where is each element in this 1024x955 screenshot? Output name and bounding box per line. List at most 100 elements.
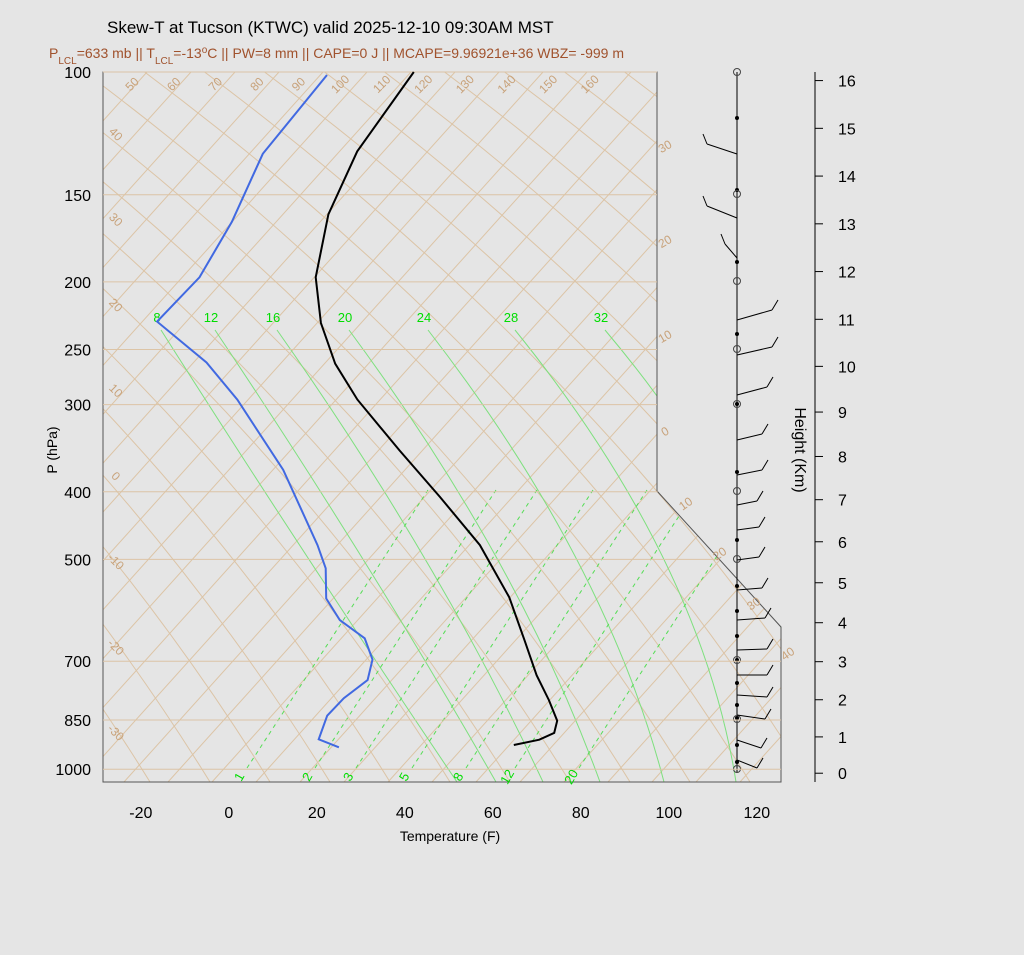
y2-tick-label: 13 (838, 217, 856, 234)
dry-adiabat (930, 32, 1024, 782)
y-tick-label: 200 (64, 275, 91, 292)
y2-tick-label: 9 (838, 405, 847, 422)
mixing-ratio-label: 12 (497, 767, 517, 787)
dry-adiabat (103, 72, 391, 782)
y2-tick-label: 5 (838, 576, 847, 593)
barb-feather (766, 376, 774, 388)
background-line-label: 140 (495, 72, 519, 96)
background-line-label: 0 (109, 469, 124, 484)
x-tick-label: 0 (224, 805, 233, 822)
barb-dot (735, 743, 739, 747)
barb-shaft (736, 694, 768, 698)
background-line-label: 130 (453, 72, 477, 96)
isotherm (103, 72, 493, 782)
barb-shaft (736, 648, 768, 651)
barb-circle (733, 400, 741, 408)
isotherm (103, 72, 273, 782)
background-line-label: 10 (106, 381, 126, 401)
barb-dot (735, 681, 739, 685)
x-tick-label: 100 (655, 805, 682, 822)
y2-tick-label: 3 (838, 655, 847, 672)
y2-tick-label: 2 (838, 693, 847, 710)
dry-adiabat (629, 72, 781, 782)
barb-feather (766, 686, 774, 698)
chart-subtitle: PLCL=633 mb || TLCL=-13oC || PW=8 mm || … (49, 45, 624, 67)
y2-tick-label: 12 (838, 265, 856, 282)
dry-adiabat (689, 72, 781, 782)
subtitle-part: o (202, 45, 208, 56)
isotherm (167, 72, 781, 782)
barb-shaft (736, 469, 763, 476)
moist-adiabat-label: 24 (417, 310, 431, 325)
moist-adiabat (514, 329, 737, 782)
barb-shaft (736, 386, 768, 396)
chart-title: Skew-T at Tucson (KTWC) valid 2025-12-10… (107, 18, 554, 37)
x-tick-label: 80 (572, 805, 590, 822)
y2-tick-label: 8 (838, 449, 847, 466)
wind-barbs (702, 68, 779, 773)
x-tick-label: 20 (308, 805, 326, 822)
barb-feather (761, 577, 769, 589)
x-tick-label: 60 (484, 805, 502, 822)
subtitle-part: LCL (155, 56, 174, 67)
barb-dot (735, 332, 739, 336)
barb-circle (733, 555, 741, 563)
isotherm (299, 72, 781, 782)
mixing-ratio-line (578, 489, 761, 769)
barb-dot (735, 609, 739, 613)
y2-tick-label: 0 (838, 766, 847, 783)
barb-feather (702, 133, 708, 145)
isotherm (103, 72, 581, 782)
isotherm (103, 72, 669, 782)
y2-tick-label: 1 (838, 730, 847, 747)
background-lines (0, 0, 1024, 782)
isotherm (695, 72, 781, 782)
barb-feather (764, 708, 772, 720)
background-line-label: 80 (247, 74, 267, 94)
barb-feather (761, 423, 769, 435)
isotherm (784, 0, 1024, 782)
isotherm (103, 72, 229, 782)
barb-shaft (736, 433, 763, 441)
barb-shaft (736, 309, 773, 321)
barb-shaft (706, 205, 738, 219)
barb-feather (771, 336, 779, 348)
isotherm (255, 72, 781, 782)
barb-shaft (736, 556, 760, 561)
barb-shaft (736, 346, 773, 356)
y-tick-label: 1000 (55, 762, 91, 779)
mixing-ratio-label: 20 (561, 767, 581, 787)
barb-circle (733, 345, 741, 353)
y2-axis-label: Height (Km) (791, 407, 808, 492)
mixing-ratio-line (246, 489, 429, 769)
subtitle-part: =633 mb || T (77, 45, 156, 61)
barb-feather (758, 516, 766, 528)
isotherm (828, 0, 1024, 782)
barb-feather (756, 757, 764, 769)
y2-tick-label: 14 (838, 169, 856, 186)
sounding-line (155, 74, 374, 749)
barb-shaft (736, 587, 763, 591)
isotherm (0, 0, 52, 782)
barb-shaft (736, 714, 766, 720)
dry-adiabat (389, 72, 781, 782)
subtitle-part: LCL (58, 56, 77, 67)
isotherm (387, 72, 781, 782)
isotherm (431, 72, 781, 782)
subtitle-part: =-13 (173, 45, 202, 61)
y2-tick-label: 4 (838, 616, 847, 633)
barb-circle (733, 656, 741, 664)
background-line-label: 20 (656, 232, 675, 251)
dry-adiabat (870, 32, 1024, 782)
barb-shaft (736, 500, 758, 506)
isotherm (211, 72, 781, 782)
y-tick-label: 150 (64, 188, 91, 205)
moist-adiabat-label: 8 (153, 310, 160, 325)
moist-adiabat (427, 329, 665, 782)
x-axis-label: Temperature (F) (400, 828, 500, 844)
moist-adiabat-label: 20 (338, 310, 352, 325)
x-tick-label: -20 (129, 805, 152, 822)
background-line-label: 40 (106, 124, 126, 144)
y-tick-label: 500 (64, 552, 91, 569)
y2-tick-label: 11 (838, 312, 855, 329)
